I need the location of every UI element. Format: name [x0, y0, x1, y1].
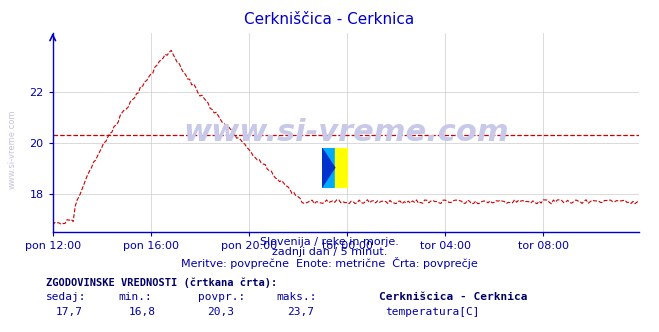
Text: Slovenija / reke in morje.: Slovenija / reke in morje.	[260, 237, 399, 247]
Text: 16,8: 16,8	[129, 307, 156, 317]
Text: temperatura[C]: temperatura[C]	[386, 307, 480, 317]
Text: www.si-vreme.com: www.si-vreme.com	[8, 110, 17, 189]
Text: Cerknišcica - Cerknica: Cerknišcica - Cerknica	[379, 292, 527, 302]
Text: 23,7: 23,7	[287, 307, 314, 317]
Text: povpr.:: povpr.:	[198, 292, 245, 302]
Text: Cerkniščica - Cerknica: Cerkniščica - Cerknica	[244, 12, 415, 27]
Text: www.si-vreme.com: www.si-vreme.com	[183, 118, 509, 147]
Text: zadnji dan / 5 minut.: zadnji dan / 5 minut.	[272, 247, 387, 257]
Polygon shape	[322, 148, 335, 188]
Text: maks.:: maks.:	[277, 292, 317, 302]
Text: ZGODOVINSKE VREDNOSTI (črtkana črta):: ZGODOVINSKE VREDNOSTI (črtkana črta):	[46, 277, 277, 288]
Polygon shape	[322, 148, 335, 188]
Text: 17,7: 17,7	[56, 307, 83, 317]
Text: Meritve: povprečne  Enote: metrične  Črta: povprečje: Meritve: povprečne Enote: metrične Črta:…	[181, 257, 478, 269]
Text: min.:: min.:	[119, 292, 152, 302]
Text: 20,3: 20,3	[208, 307, 235, 317]
Text: sedaj:: sedaj:	[46, 292, 86, 302]
Polygon shape	[335, 148, 348, 188]
